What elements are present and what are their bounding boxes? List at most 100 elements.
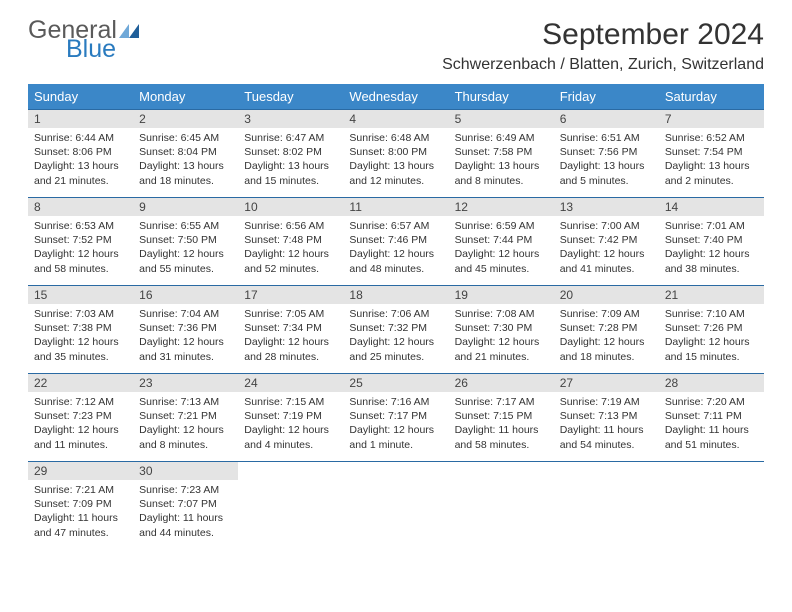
day-details: Sunrise: 7:16 AMSunset: 7:17 PMDaylight:…: [343, 392, 448, 458]
calendar-day-cell: 17Sunrise: 7:05 AMSunset: 7:34 PMDayligh…: [238, 286, 343, 374]
day-number: 23: [133, 374, 238, 392]
day-number: 26: [449, 374, 554, 392]
calendar-day-cell: 18Sunrise: 7:06 AMSunset: 7:32 PMDayligh…: [343, 286, 448, 374]
calendar-row: 1Sunrise: 6:44 AMSunset: 8:06 PMDaylight…: [28, 110, 764, 198]
day-details: Sunrise: 6:51 AMSunset: 7:56 PMDaylight:…: [554, 128, 659, 194]
calendar-day-cell: 5Sunrise: 6:49 AMSunset: 7:58 PMDaylight…: [449, 110, 554, 198]
sunset-line: Sunset: 7:19 PM: [244, 409, 337, 423]
day-number: 22: [28, 374, 133, 392]
daylight-line: Daylight: 12 hours and 58 minutes.: [34, 247, 127, 275]
sunrise-line: Sunrise: 7:15 AM: [244, 395, 337, 409]
calendar-day-cell: 11Sunrise: 6:57 AMSunset: 7:46 PMDayligh…: [343, 198, 448, 286]
calendar-day-cell: 13Sunrise: 7:00 AMSunset: 7:42 PMDayligh…: [554, 198, 659, 286]
calendar-day-cell: 21Sunrise: 7:10 AMSunset: 7:26 PMDayligh…: [659, 286, 764, 374]
calendar-day-cell: 19Sunrise: 7:08 AMSunset: 7:30 PMDayligh…: [449, 286, 554, 374]
sunrise-line: Sunrise: 6:45 AM: [139, 131, 232, 145]
sunrise-line: Sunrise: 7:09 AM: [560, 307, 653, 321]
day-number: 15: [28, 286, 133, 304]
sunset-line: Sunset: 7:48 PM: [244, 233, 337, 247]
day-details: Sunrise: 7:06 AMSunset: 7:32 PMDaylight:…: [343, 304, 448, 370]
day-number: 29: [28, 462, 133, 480]
day-number: 18: [343, 286, 448, 304]
daylight-line: Daylight: 12 hours and 48 minutes.: [349, 247, 442, 275]
day-details: Sunrise: 6:59 AMSunset: 7:44 PMDaylight:…: [449, 216, 554, 282]
sunrise-line: Sunrise: 7:17 AM: [455, 395, 548, 409]
daylight-line: Daylight: 11 hours and 58 minutes.: [455, 423, 548, 451]
day-details: Sunrise: 6:53 AMSunset: 7:52 PMDaylight:…: [28, 216, 133, 282]
weekday-header-row: SundayMondayTuesdayWednesdayThursdayFrid…: [28, 84, 764, 110]
day-details: Sunrise: 7:10 AMSunset: 7:26 PMDaylight:…: [659, 304, 764, 370]
daylight-line: Daylight: 11 hours and 47 minutes.: [34, 511, 127, 539]
daylight-line: Daylight: 13 hours and 2 minutes.: [665, 159, 758, 187]
day-number: 4: [343, 110, 448, 128]
sunrise-line: Sunrise: 7:20 AM: [665, 395, 758, 409]
weekday-header: Thursday: [449, 84, 554, 110]
calendar-day-cell: 15Sunrise: 7:03 AMSunset: 7:38 PMDayligh…: [28, 286, 133, 374]
sunset-line: Sunset: 7:30 PM: [455, 321, 548, 335]
sunrise-line: Sunrise: 7:05 AM: [244, 307, 337, 321]
calendar-row: 29 Sunrise: 7:21 AMSunset: 7:09 PMDayligh…: [28, 462, 764, 550]
day-number: 14: [659, 198, 764, 216]
logo: General Blue: [28, 18, 139, 62]
calendar-body: 1Sunrise: 6:44 AMSunset: 8:06 PMDaylight…: [28, 110, 764, 550]
sunset-line: Sunset: 7:56 PM: [560, 145, 653, 159]
day-details: Sunrise: 6:49 AMSunset: 7:58 PMDaylight:…: [449, 128, 554, 194]
calendar-row: 22Sunrise: 7:12 AMSunset: 7:23 PMDayligh…: [28, 374, 764, 462]
daylight-line: Daylight: 12 hours and 38 minutes.: [665, 247, 758, 275]
location-text: Schwerzenbach / Blatten, Zurich, Switzer…: [442, 56, 764, 74]
daylight-line: Daylight: 13 hours and 18 minutes.: [139, 159, 232, 187]
calendar-day-cell: 24Sunrise: 7:15 AMSunset: 7:19 PMDayligh…: [238, 374, 343, 462]
day-details: Sunrise: 6:57 AMSunset: 7:46 PMDaylight:…: [343, 216, 448, 282]
day-number: 11: [343, 198, 448, 216]
sunset-line: Sunset: 7:09 PM: [34, 497, 127, 511]
day-details: Sunrise: 7:13 AMSunset: 7:21 PMDaylight:…: [133, 392, 238, 458]
empty-cell: [343, 462, 448, 550]
day-details: Sunrise: 7:19 AMSunset: 7:13 PMDaylight:…: [554, 392, 659, 458]
sunrise-line: Sunrise: 6:51 AM: [560, 131, 653, 145]
calendar-day-cell: 16Sunrise: 7:04 AMSunset: 7:36 PMDayligh…: [133, 286, 238, 374]
calendar-day-cell: 2Sunrise: 6:45 AMSunset: 8:04 PMDaylight…: [133, 110, 238, 198]
day-number: 1: [28, 110, 133, 128]
sunrise-line: Sunrise: 6:56 AM: [244, 219, 337, 233]
sunrise-line: Sunrise: 6:52 AM: [665, 131, 758, 145]
sunrise-line: Sunrise: 7:23 AM: [139, 483, 232, 497]
calendar-day-cell: 22Sunrise: 7:12 AMSunset: 7:23 PMDayligh…: [28, 374, 133, 462]
daylight-line: Daylight: 11 hours and 51 minutes.: [665, 423, 758, 451]
day-details: Sunrise: 7:17 AMSunset: 7:15 PMDaylight:…: [449, 392, 554, 458]
daylight-line: Daylight: 12 hours and 35 minutes.: [34, 335, 127, 363]
empty-cell: [449, 462, 554, 550]
page-header: General Blue September 2024 Schwerzenbac…: [28, 18, 764, 74]
calendar-day-cell: 30Sunrise: 7:23 AMSunset: 7:07 PMDayligh…: [133, 462, 238, 550]
sunrise-line: Sunrise: 6:47 AM: [244, 131, 337, 145]
day-details: Sunrise: 7:08 AMSunset: 7:30 PMDaylight:…: [449, 304, 554, 370]
day-details: Sunrise: 6:44 AMSunset: 8:06 PMDaylight:…: [28, 128, 133, 194]
daylight-line: Daylight: 12 hours and 28 minutes.: [244, 335, 337, 363]
sunrise-line: Sunrise: 7:19 AM: [560, 395, 653, 409]
sunset-line: Sunset: 7:11 PM: [665, 409, 758, 423]
calendar-row: 8Sunrise: 6:53 AMSunset: 7:52 PMDaylight…: [28, 198, 764, 286]
sunset-line: Sunset: 7:38 PM: [34, 321, 127, 335]
sunrise-line: Sunrise: 7:01 AM: [665, 219, 758, 233]
day-details: Sunrise: 6:55 AMSunset: 7:50 PMDaylight:…: [133, 216, 238, 282]
daylight-line: Daylight: 12 hours and 11 minutes.: [34, 423, 127, 451]
day-number: 3: [238, 110, 343, 128]
day-details: Sunrise: 6:56 AMSunset: 7:48 PMDaylight:…: [238, 216, 343, 282]
daylight-line: Daylight: 13 hours and 15 minutes.: [244, 159, 337, 187]
day-number: 12: [449, 198, 554, 216]
calendar-day-cell: 26Sunrise: 7:17 AMSunset: 7:15 PMDayligh…: [449, 374, 554, 462]
weekday-header: Sunday: [28, 84, 133, 110]
sunrise-line: Sunrise: 7:00 AM: [560, 219, 653, 233]
calendar-day-cell: 27Sunrise: 7:19 AMSunset: 7:13 PMDayligh…: [554, 374, 659, 462]
day-number: 28: [659, 374, 764, 392]
sunrise-line: Sunrise: 6:55 AM: [139, 219, 232, 233]
sunrise-line: Sunrise: 7:21 AM: [34, 483, 127, 497]
sunrise-line: Sunrise: 6:53 AM: [34, 219, 127, 233]
sunset-line: Sunset: 8:00 PM: [349, 145, 442, 159]
sunset-line: Sunset: 7:36 PM: [139, 321, 232, 335]
day-details: Sunrise: 7:05 AMSunset: 7:34 PMDaylight:…: [238, 304, 343, 370]
calendar-day-cell: 28 Sunrise: 7:20 AMSunset: 7:11 PMDayligh…: [659, 374, 764, 462]
calendar-day-cell: 6Sunrise: 6:51 AMSunset: 7:56 PMDaylight…: [554, 110, 659, 198]
day-number: 24: [238, 374, 343, 392]
day-number: 16: [133, 286, 238, 304]
empty-cell: [238, 462, 343, 550]
